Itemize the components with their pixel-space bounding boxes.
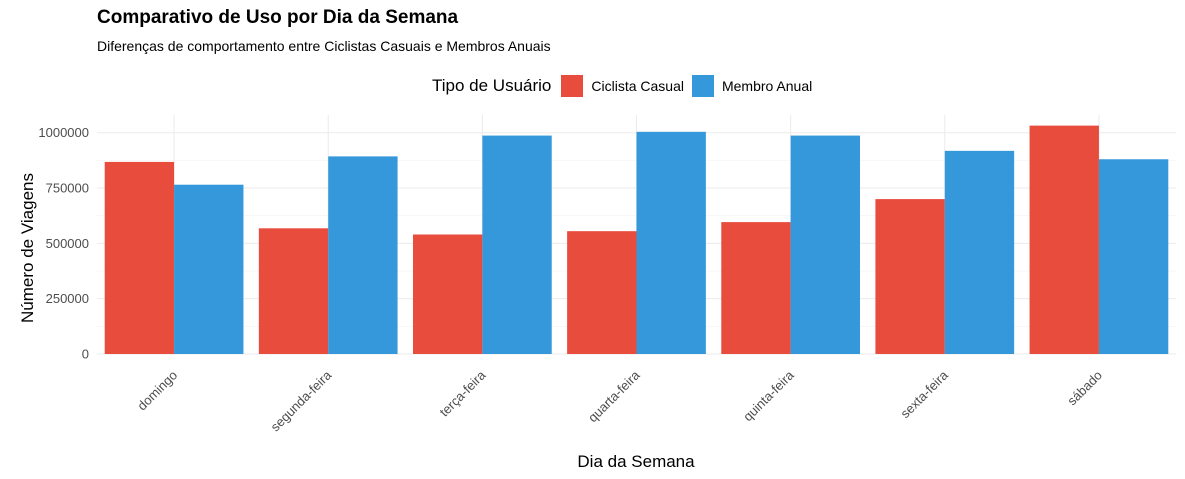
bar-casual-2 (412, 234, 483, 354)
bar-member-6 (1098, 159, 1169, 354)
y-tick-label: 0 (82, 347, 89, 362)
chart-subtitle: Diferenças de comportamento entre Ciclis… (97, 38, 551, 54)
bar-member-1 (328, 156, 398, 354)
x-tick-label: domingo (134, 368, 180, 414)
x-axis-title: Dia da Semana (577, 452, 695, 471)
legend-item-casual: Ciclista Casual (561, 75, 684, 97)
legend: Tipo de Usuário Ciclista Casual Membro A… (432, 73, 820, 99)
x-tick-label: terça-feira (436, 367, 489, 420)
chart-title: Comparativo de Uso por Dia da Semana (97, 7, 459, 28)
bar-casual-4 (721, 222, 791, 354)
y-axis-title: Número de Viagens (18, 173, 37, 323)
x-tick-label: sexta-feira (897, 367, 951, 421)
legend-title: Tipo de Usuário (432, 76, 552, 95)
y-axis-ticks: 0 250000 500000 750000 1000000 (38, 125, 89, 361)
x-tick-label: quarta-feira (585, 367, 643, 425)
bar-member-4 (790, 135, 861, 354)
y-tick-label: 250000 (46, 291, 89, 306)
legend-label-casual: Ciclista Casual (591, 78, 684, 94)
bar-casual-6 (1029, 125, 1099, 354)
x-axis-ticks: domingo segunda-feira terça-feira quarta-fe… (134, 367, 1105, 434)
x-tick-label: segunda-feira (268, 367, 335, 434)
bar-casual-5 (875, 199, 945, 354)
bars (104, 125, 1169, 354)
legend-swatch-casual (561, 75, 584, 97)
bar-member-5 (944, 150, 1015, 354)
y-tick-label: 1000000 (38, 125, 89, 140)
bar-casual-0 (104, 161, 175, 354)
bar-member-2 (482, 135, 552, 354)
legend-item-member: Membro Anual (691, 75, 813, 97)
legend-label-member: Membro Anual (721, 78, 813, 94)
legend-swatch-member (691, 75, 714, 97)
y-tick-label: 500000 (46, 236, 89, 251)
bar-casual-1 (258, 228, 329, 354)
y-tick-label: 750000 (46, 181, 89, 196)
bar-member-3 (636, 131, 706, 354)
x-tick-label: sábado (1064, 368, 1105, 409)
bar-casual-3 (567, 231, 637, 354)
x-tick-label: quinta-feira (740, 367, 797, 424)
bar-member-0 (174, 184, 244, 354)
